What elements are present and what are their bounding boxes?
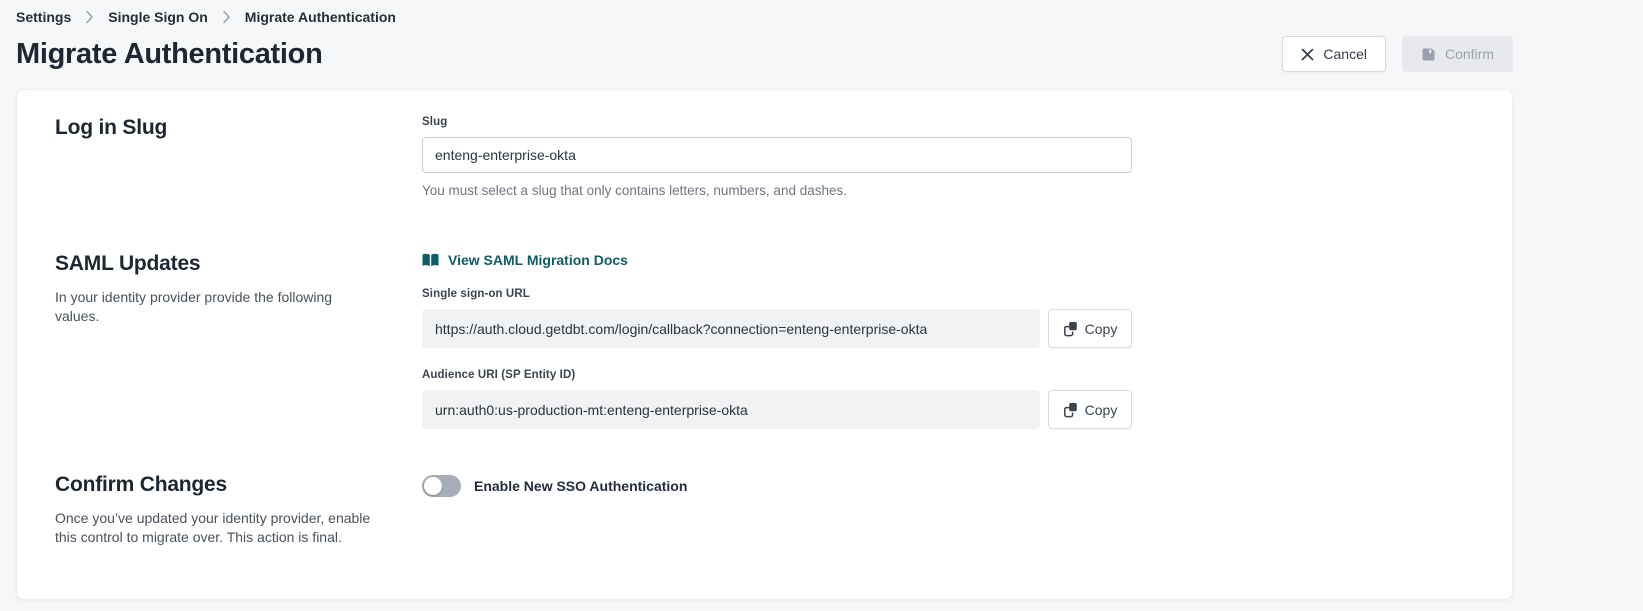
copy-button-label: Copy [1084,320,1118,337]
book-icon [422,253,439,267]
confirm-button[interactable]: Confirm [1401,36,1513,72]
enable-sso-toggle[interactable] [422,475,461,497]
login-slug-heading: Log in Slug [55,116,168,139]
copy-icon [1063,321,1078,337]
copy-audience-uri-button[interactable]: Copy [1048,390,1132,429]
saml-updates-left: SAML Updates In your identity provider p… [55,252,422,429]
confirm-changes-heading: Confirm Changes [55,473,228,496]
login-slug-right: Slug You must select a slug that only co… [422,116,1132,198]
header-actions: Cancel Confirm [1282,36,1513,72]
sso-url-field-block: Single sign-on URL https://auth.cloud.ge… [422,288,1132,348]
confirm-changes-right: Enable New SSO Authentication [422,473,1132,547]
save-icon [1421,47,1436,62]
slug-label: Slug [422,116,448,128]
section-saml-updates: SAML Updates In your identity provider p… [55,252,1474,429]
sso-url-value: https://auth.cloud.getdbt.com/login/call… [422,309,1040,348]
confirm-changes-left: Confirm Changes Once you’ve updated your… [55,473,422,547]
page-title: Migrate Authentication [16,37,323,70]
confirm-changes-description: Once you’ve updated your identity provid… [55,510,371,545]
breadcrumb-migrate-authentication: Migrate Authentication [244,8,396,25]
copy-icon [1063,402,1078,418]
page-header: Migrate Authentication Cancel Con [16,36,1513,72]
saml-updates-right: View SAML Migration Docs Single sign-on … [422,252,1132,429]
cancel-button[interactable]: Cancel [1282,36,1386,72]
audience-uri-value: urn:auth0:us-production-mt:enteng-enterp… [422,390,1040,429]
slug-input[interactable] [422,137,1132,173]
section-confirm-changes: Confirm Changes Once you’ve updated your… [55,473,1474,547]
chevron-right-icon [85,10,94,24]
chevron-right-icon [222,10,231,24]
enable-sso-toggle-row: Enable New SSO Authentication [422,475,1132,497]
confirm-button-label: Confirm [1444,46,1494,62]
enable-sso-toggle-label: Enable New SSO Authentication [474,478,688,494]
breadcrumb-single-sign-on[interactable]: Single Sign On [108,8,208,25]
settings-card: Log in Slug Slug You must select a slug … [16,89,1513,600]
x-icon [1301,48,1314,61]
slug-helper-text: You must select a slug that only contain… [422,183,847,198]
sso-url-label: Single sign-on URL [422,288,530,300]
breadcrumb: Settings Single Sign On Migrate Authenti… [16,0,1513,26]
toggle-knob [424,477,442,495]
view-saml-migration-docs-link[interactable]: View SAML Migration Docs [422,252,628,268]
saml-updates-description: In your identity provider provide the fo… [55,289,333,324]
audience-uri-field-block: Audience URI (SP Entity ID) urn:auth0:us… [422,369,1132,429]
breadcrumb-settings[interactable]: Settings [16,8,72,25]
view-saml-migration-docs-label: View SAML Migration Docs [448,252,628,268]
saml-updates-heading: SAML Updates [55,252,201,275]
copy-sso-url-button[interactable]: Copy [1048,309,1132,348]
login-slug-left: Log in Slug [55,116,422,198]
copy-button-label: Copy [1084,401,1118,418]
cancel-button-label: Cancel [1323,46,1367,62]
audience-uri-label: Audience URI (SP Entity ID) [422,369,576,381]
section-login-slug: Log in Slug Slug You must select a slug … [55,116,1474,198]
